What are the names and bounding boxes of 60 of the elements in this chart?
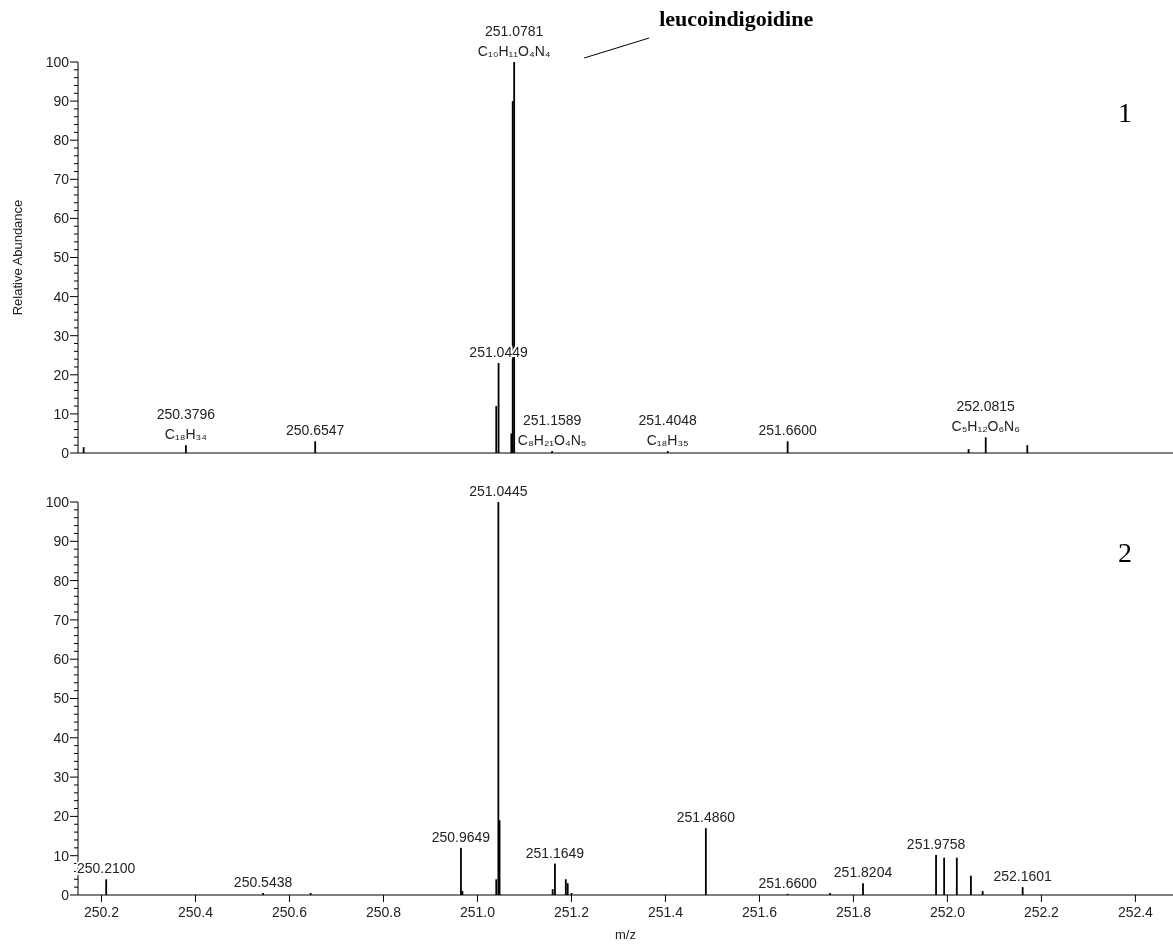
x-tick-label: 251.0 bbox=[459, 904, 496, 920]
x-tick-label: 250.8 bbox=[365, 904, 402, 920]
y-tick-label: 80 bbox=[53, 132, 70, 149]
text: 1 bbox=[1118, 97, 1132, 128]
text: 252.0815 bbox=[956, 398, 1015, 415]
x-tick-label: 251.2 bbox=[553, 904, 590, 920]
text: 251.6600 bbox=[758, 874, 817, 891]
y-tick-label: 70 bbox=[53, 171, 70, 188]
y-tick-label: 0 bbox=[61, 886, 70, 903]
y-tick-label: 30 bbox=[53, 769, 70, 785]
annotation: C₁₈H₃₅ bbox=[646, 432, 689, 449]
text: 250.5438 bbox=[233, 874, 293, 891]
text: 250.3796 bbox=[156, 406, 216, 423]
x-tick-label: 252.2 bbox=[1023, 904, 1060, 920]
y-tick-label: 50 bbox=[53, 249, 70, 266]
x-tick-label: 250.6 bbox=[271, 904, 308, 920]
y-tick-label: 70 bbox=[53, 611, 70, 628]
y-tick-label: 30 bbox=[53, 327, 70, 344]
text: 251.4860 bbox=[676, 809, 736, 826]
text: 251.6600 bbox=[758, 422, 817, 439]
x-tick-label: 251.8 bbox=[835, 904, 872, 920]
text: 251.0781 bbox=[484, 23, 544, 39]
y-tick-label: 50 bbox=[53, 690, 70, 707]
y-tick-label: 90 bbox=[53, 93, 70, 109]
y-tick-label: 40 bbox=[53, 729, 70, 746]
y-tick-label: 0 bbox=[61, 444, 70, 461]
x-tick-label: 251.6 bbox=[741, 904, 778, 920]
y-tick-label: 10 bbox=[53, 847, 70, 864]
x-tick-label: 252.4 bbox=[1117, 904, 1154, 920]
text: 251.1649 bbox=[525, 844, 585, 861]
x-tick-label: 250.4 bbox=[177, 904, 214, 920]
text: 252.1601 bbox=[993, 868, 1052, 885]
y-tick-label: 20 bbox=[53, 366, 70, 383]
y-tick-label: 60 bbox=[53, 651, 70, 668]
y-tick-label: 10 bbox=[53, 405, 70, 422]
y-tick-label: 60 bbox=[53, 210, 70, 227]
y-tick-label: 100 bbox=[45, 53, 70, 70]
annotation: C₈H₂₁O₄N₅ bbox=[517, 432, 587, 449]
x-tick-label: 252.0 bbox=[929, 904, 966, 920]
y-tick-label: 80 bbox=[53, 572, 70, 589]
x-tick-label: 250.2 bbox=[83, 904, 120, 920]
text: 2 bbox=[1118, 537, 1132, 568]
annotation: C₁₀H₁₁O₄N₄ bbox=[477, 43, 551, 59]
y-tick-label: 90 bbox=[53, 533, 70, 550]
annotation: C₅H₁₂O₆N₆ bbox=[951, 418, 1020, 435]
y-tick-label: 40 bbox=[53, 288, 70, 305]
text: 250.6547 bbox=[285, 422, 345, 439]
text: leucoindigoidine bbox=[659, 6, 814, 31]
text: 250.9649 bbox=[431, 828, 491, 845]
x-axis-title: m/z bbox=[615, 927, 636, 942]
text: 251.1589 bbox=[522, 412, 582, 429]
text: 251.9758 bbox=[906, 835, 966, 852]
y-tick-label: 20 bbox=[53, 808, 70, 825]
text: 251.8204 bbox=[833, 864, 893, 881]
x-tick-label: 251.4 bbox=[647, 904, 684, 920]
y-tick-label: 100 bbox=[45, 493, 70, 510]
text: 251.4048 bbox=[638, 412, 697, 429]
annotation: C₁₈H₃₄ bbox=[164, 426, 208, 443]
text: 251.0445 bbox=[469, 483, 528, 499]
y-axis-title: Relative Abundance bbox=[10, 199, 25, 316]
